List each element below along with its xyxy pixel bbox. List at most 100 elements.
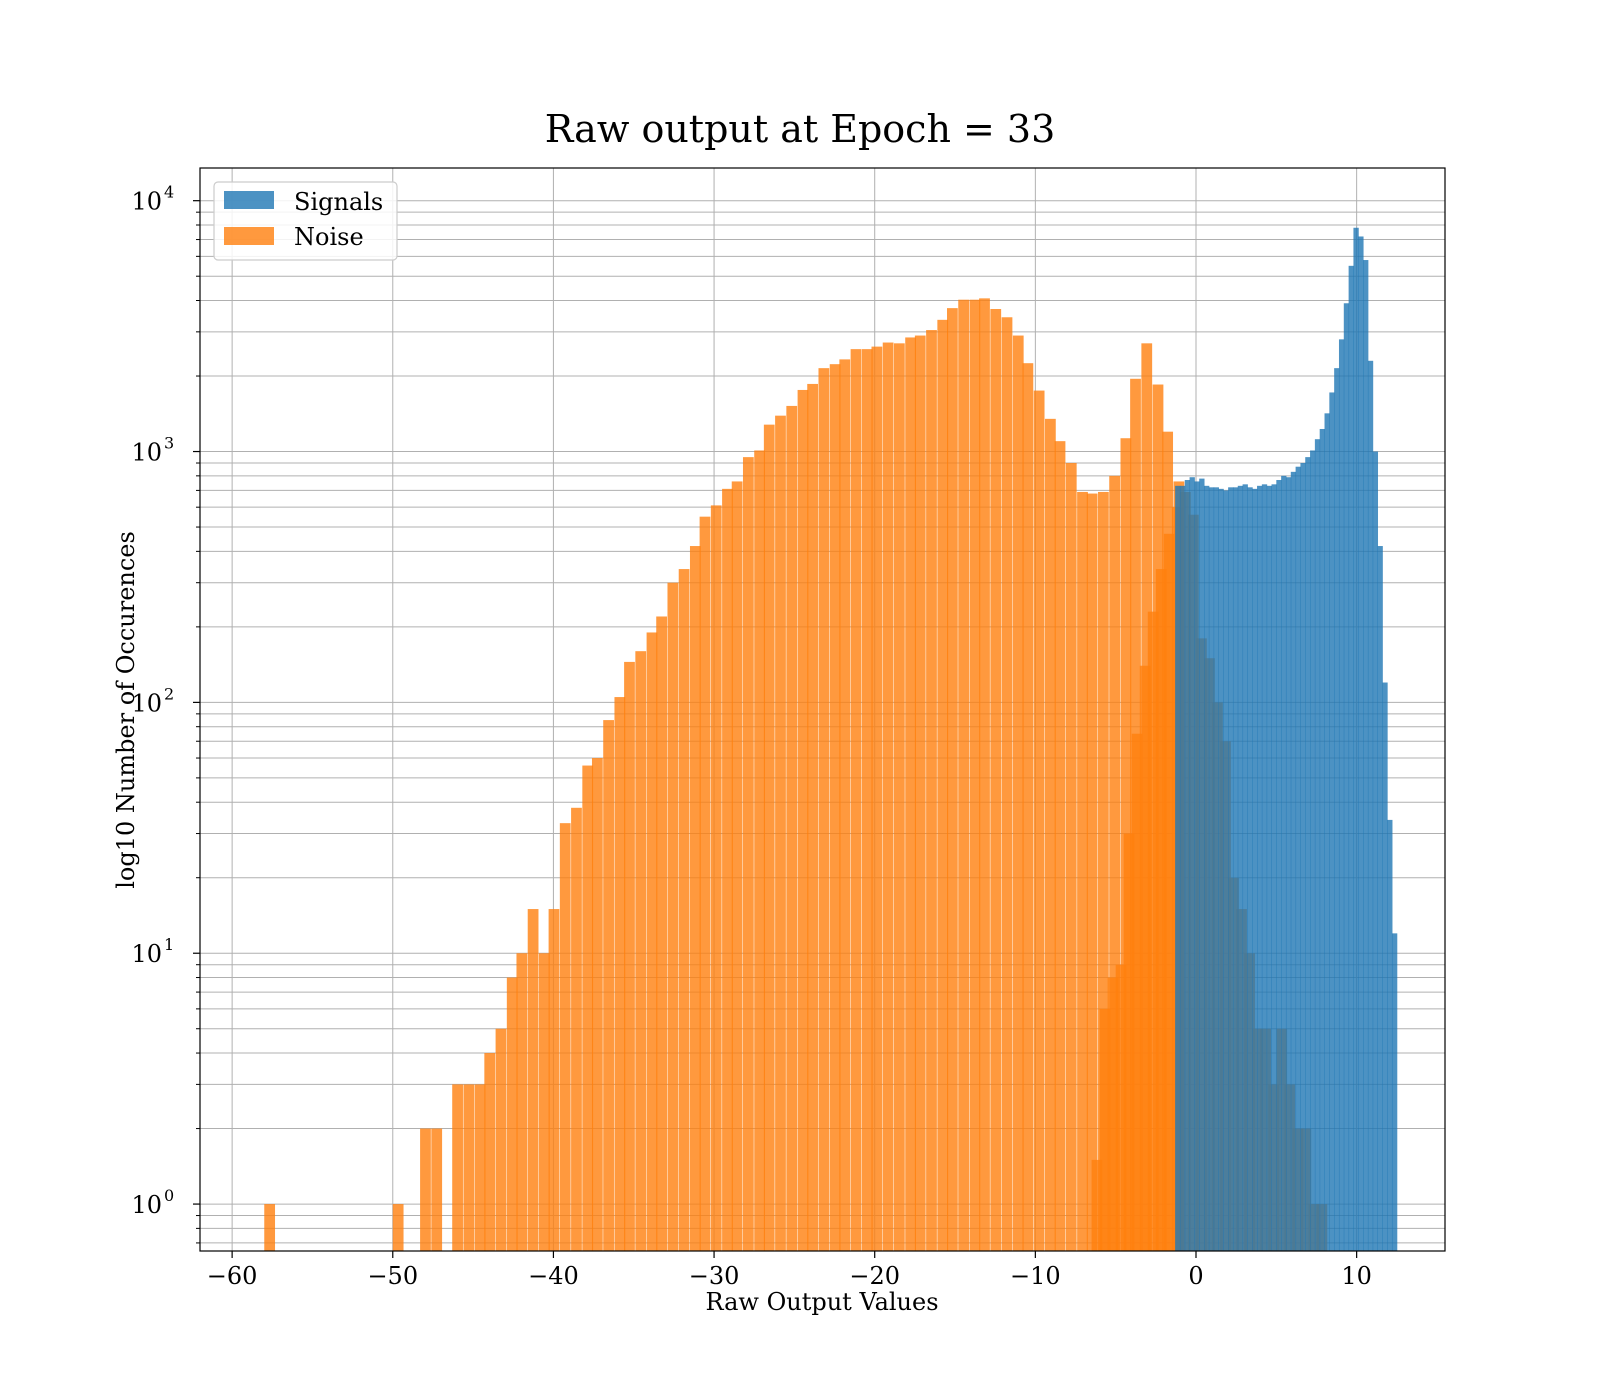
noise-bar [1123, 833, 1135, 1251]
noise-bar [829, 364, 841, 1251]
signal-bar [1276, 480, 1282, 1251]
y-tick-label: 10 [131, 689, 162, 717]
signal-bar [1319, 428, 1325, 1251]
signal-bar [1334, 368, 1340, 1251]
noise-bar [264, 1204, 276, 1251]
noise-bar [807, 383, 819, 1251]
noise-bar [1115, 964, 1127, 1251]
noise-bar [839, 359, 851, 1252]
x-axis-label: Raw Output Values [705, 1288, 938, 1316]
y-tick-label: 10 [131, 940, 162, 968]
noise-bar [527, 909, 539, 1251]
noise-bar [1099, 1008, 1111, 1251]
noise-bar [538, 953, 550, 1251]
noise-bar [635, 651, 647, 1251]
y-tick-label: 10 [131, 188, 162, 216]
noise-bar [582, 765, 594, 1251]
noise-bar [775, 415, 786, 1251]
signal-bar [1295, 466, 1301, 1251]
signal-bar [1189, 477, 1195, 1251]
noise-bar [850, 349, 862, 1251]
noise-bar [1155, 569, 1167, 1251]
noise-bar [1077, 491, 1088, 1251]
signal-bar [1382, 682, 1388, 1251]
signal-bar [1310, 450, 1316, 1251]
noise-bar [559, 823, 571, 1251]
noise-bar [1001, 317, 1013, 1251]
signal-bar [1257, 485, 1263, 1251]
y-tick-label-exponent: 4 [164, 183, 174, 202]
noise-bar [1022, 363, 1034, 1251]
noise-bar [1163, 533, 1175, 1251]
signal-bar [1281, 475, 1287, 1251]
x-tick-label: −60 [207, 1262, 258, 1290]
x-tick-label: −20 [849, 1262, 900, 1290]
signal-bar [1213, 487, 1219, 1251]
noise-bar [646, 632, 658, 1251]
noise-bar [1147, 611, 1159, 1251]
noise-bar [722, 488, 733, 1251]
signal-bar [1218, 488, 1224, 1251]
signal-bar [1208, 487, 1215, 1251]
signal-bar [1363, 260, 1369, 1251]
noise-bar [656, 616, 667, 1251]
noise-bar [689, 546, 701, 1251]
signal-bar [1391, 933, 1398, 1251]
signal-bar [1348, 265, 1354, 1251]
noise-bar [474, 1084, 486, 1251]
signal-bar [1266, 485, 1272, 1251]
x-tick-label: −40 [528, 1262, 579, 1290]
noise-bar [1065, 463, 1077, 1251]
signal-bar [1237, 485, 1244, 1251]
signal-bar [1324, 413, 1330, 1252]
noise-bar [763, 424, 775, 1251]
axes-frame [199, 167, 1446, 1252]
x-tick-label: 10 [1341, 1262, 1372, 1290]
noise-bar [797, 389, 809, 1251]
noise-bar [871, 346, 883, 1251]
noise-bar [516, 953, 528, 1251]
y-tick-label-exponent: 1 [164, 935, 174, 954]
noise-bar [1044, 418, 1056, 1251]
x-tick-label: −10 [1010, 1262, 1061, 1290]
noise-bar [603, 720, 614, 1251]
noise-bar [495, 1028, 507, 1251]
noise-bar [624, 661, 635, 1251]
noise-bar [861, 349, 873, 1251]
noise-bar [614, 697, 626, 1251]
legend: Signals Noise [213, 181, 398, 261]
signal-bar [1271, 484, 1277, 1251]
noise-bar [969, 299, 981, 1251]
noise-bar [1131, 733, 1143, 1251]
x-tick-label: −30 [689, 1262, 740, 1290]
chart-title: Raw output at Epoch = 33 [545, 107, 1056, 151]
signal-bar [1175, 485, 1181, 1251]
signal-bar [1329, 392, 1335, 1251]
signal-bar [1228, 487, 1234, 1251]
noise-bar [431, 1128, 443, 1251]
noise-bar [1139, 665, 1151, 1251]
noise-bar [742, 457, 754, 1251]
noise-bar [1086, 493, 1098, 1251]
signal-bar [1387, 819, 1393, 1251]
noise-bar [699, 516, 711, 1251]
signal-bar [1199, 478, 1205, 1251]
legend-label-noise: Noise [294, 223, 364, 251]
signal-bar [1223, 490, 1229, 1251]
y-tick-label: 10 [131, 1191, 162, 1219]
signal-bar [1372, 451, 1379, 1251]
signal-bar [1247, 487, 1253, 1251]
legend-swatch-noise [224, 227, 274, 245]
noise-bar [1091, 1159, 1103, 1251]
noise-bar [1012, 335, 1024, 1251]
signal-bar [1305, 457, 1311, 1251]
y-tick-label-exponent: 2 [164, 684, 174, 703]
noise-bar [754, 450, 765, 1251]
noise-bar [926, 330, 937, 1251]
signal-bar [1300, 463, 1306, 1251]
x-tick-label: −50 [367, 1262, 418, 1290]
y-tick-label: 10 [131, 439, 162, 467]
noise-bar [1054, 441, 1066, 1251]
noise-bar [420, 1128, 431, 1251]
